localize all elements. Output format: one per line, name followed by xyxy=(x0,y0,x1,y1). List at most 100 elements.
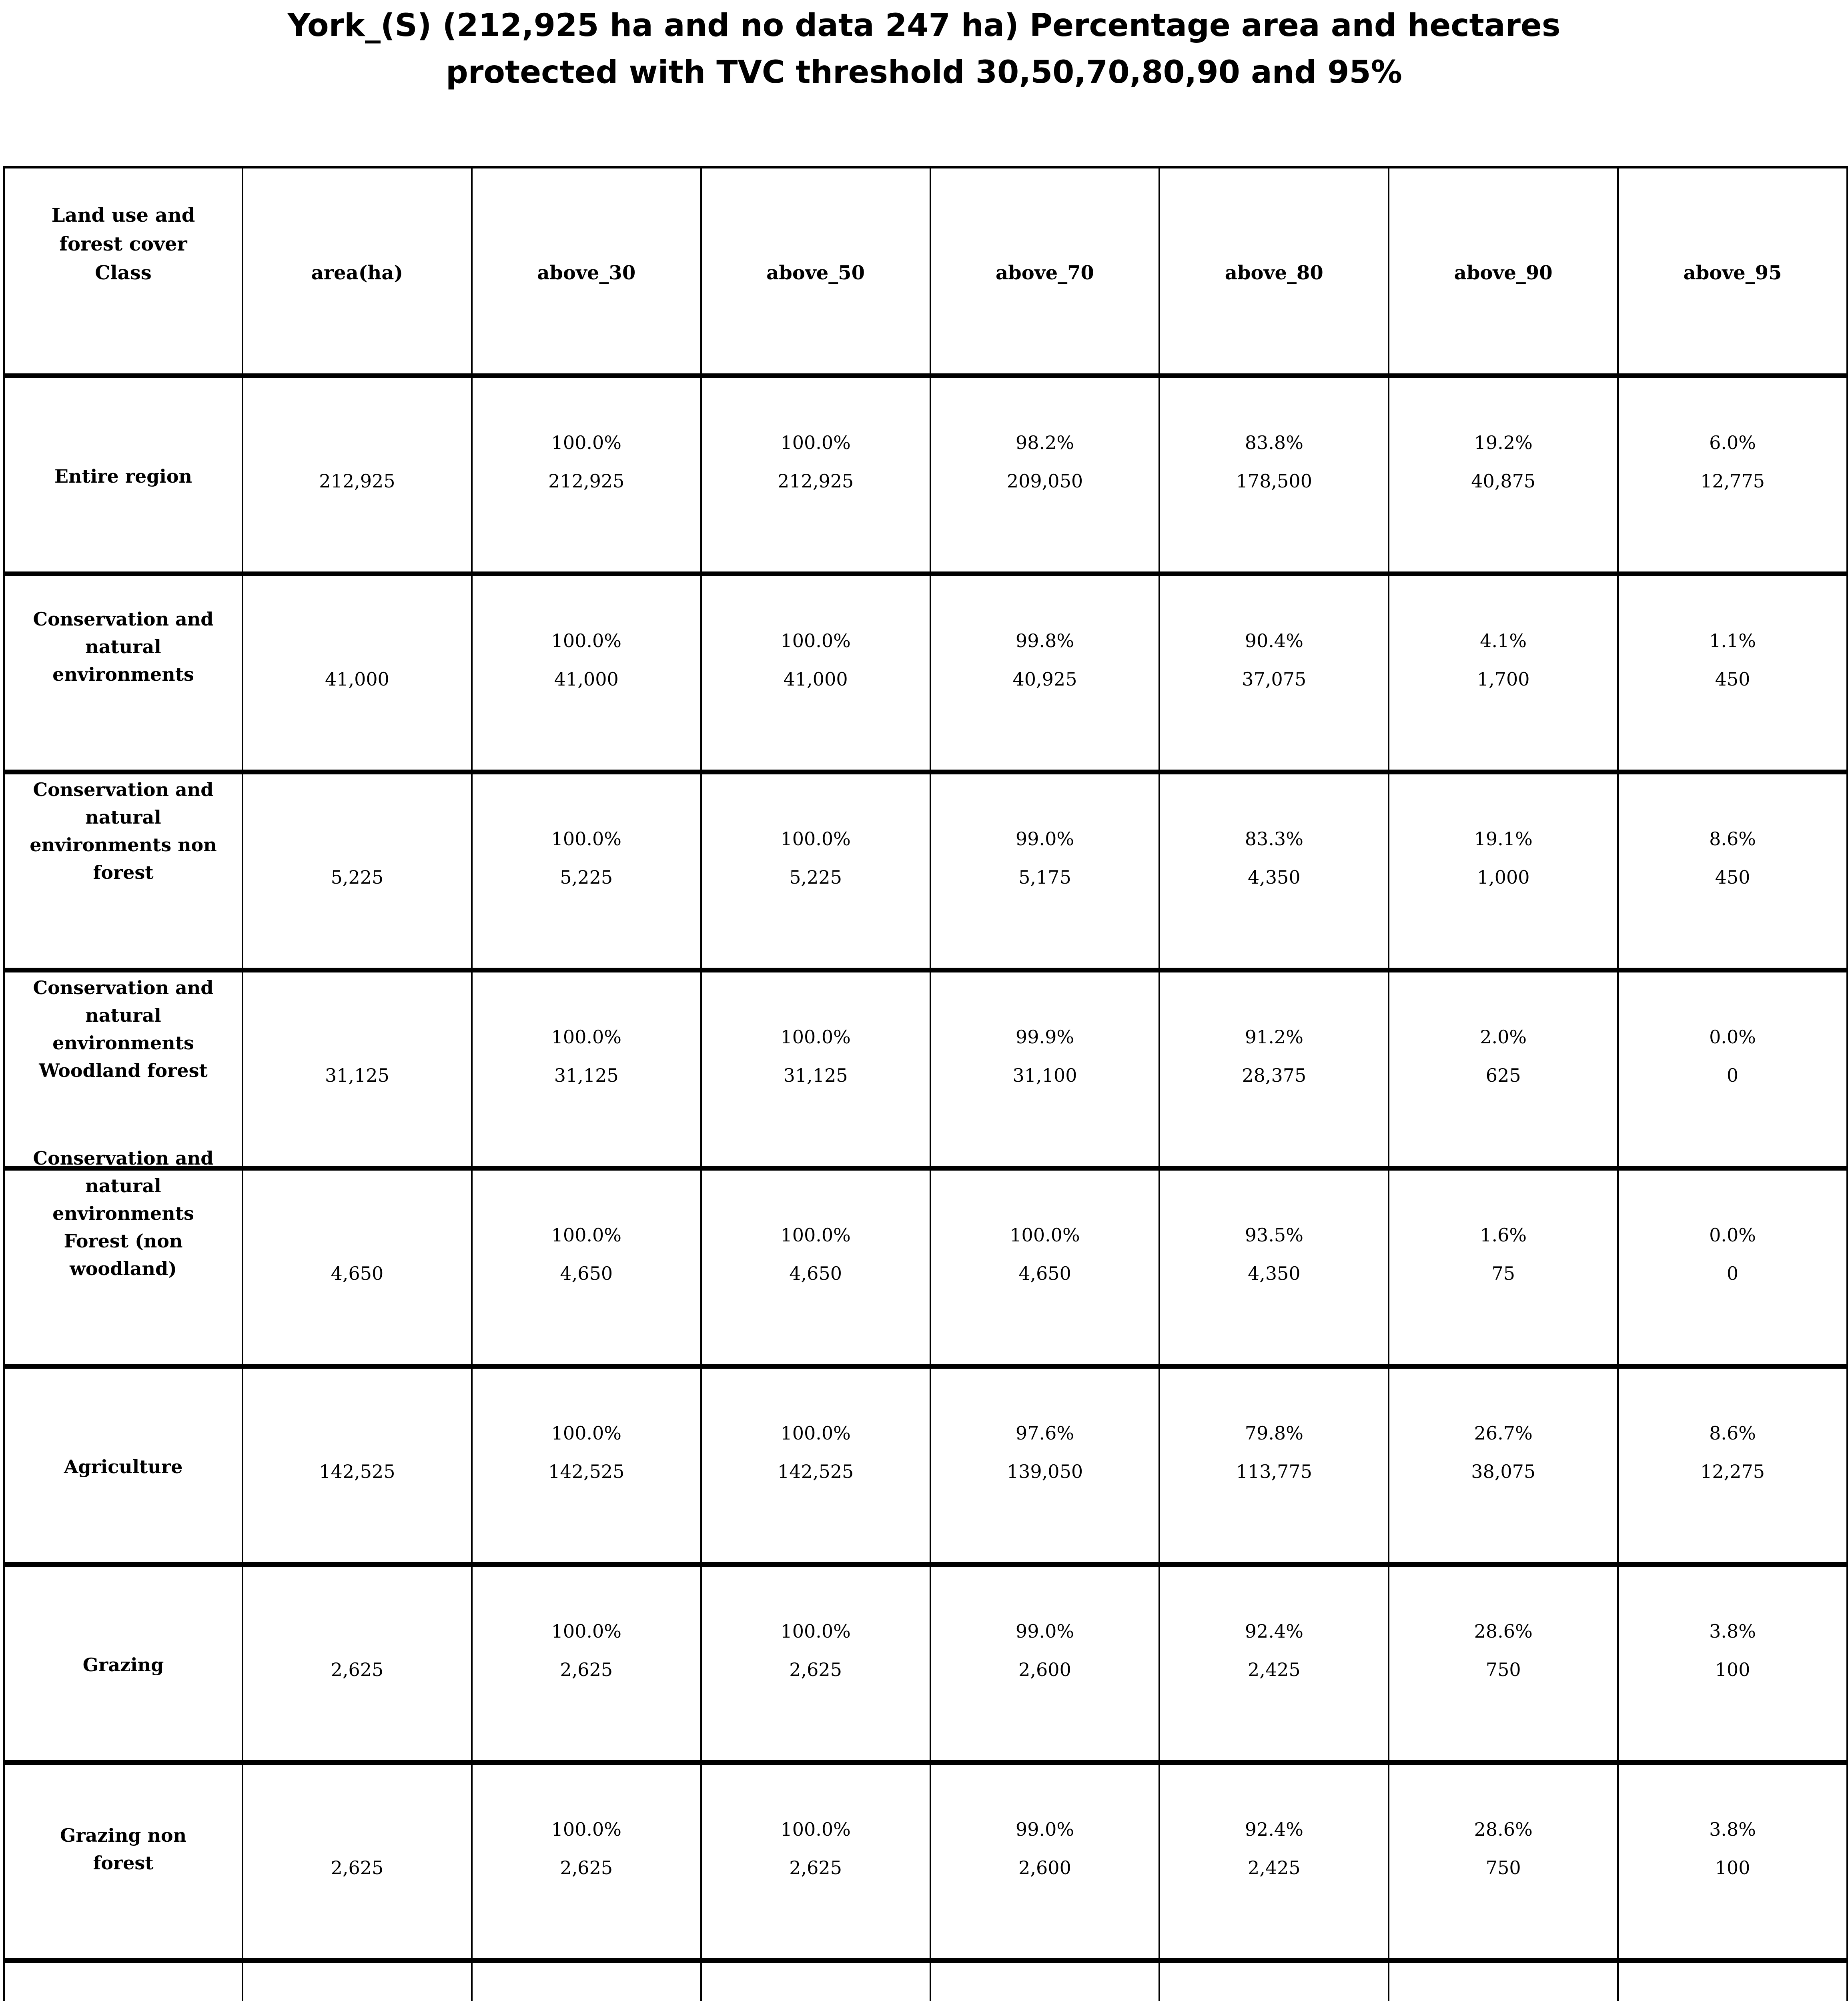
data-cell: 100.0% 4,650 xyxy=(929,1171,1159,1364)
percent-value: 99.0% xyxy=(1015,1620,1074,1642)
hectare-value: 38,075 xyxy=(1471,1461,1536,1483)
percent-value: 100.0% xyxy=(551,1026,621,1048)
percent-value: 28.6% xyxy=(1474,1819,1533,1841)
data-cell: 92.4% 2,425 xyxy=(1159,1567,1388,1760)
percent-value: 100.0% xyxy=(551,1819,621,1841)
hectare-value: 31,125 xyxy=(554,1065,619,1087)
data-cell: 8.7%12,175 xyxy=(1617,1963,1846,2001)
hectare-value: 40,925 xyxy=(1012,668,1077,690)
hectare-value: 139,050 xyxy=(1006,1461,1083,1483)
hectare-value: 100 xyxy=(1715,1659,1750,1681)
row-area-value: 4,650 xyxy=(331,1263,384,1285)
percent-value: 100.0% xyxy=(780,432,851,454)
hectare-value: 113,775 xyxy=(1236,1461,1312,1483)
percent-value: 90.4% xyxy=(1245,630,1303,652)
percent-value: 6.0% xyxy=(1709,432,1756,454)
percent-value: 100.0% xyxy=(551,432,621,454)
percent-value: 98.2% xyxy=(1015,432,1074,454)
data-cell: 100.0%139,900 xyxy=(700,1963,930,2001)
data-cell: 3.8% 100 xyxy=(1617,1765,1846,1958)
page-title-line2: protected with TVC threshold 30,50,70,80… xyxy=(446,54,1402,90)
hectare-value: 5,225 xyxy=(789,866,842,888)
percent-value: 79.8% xyxy=(1245,1422,1303,1444)
data-cell: 92.4% 2,425 xyxy=(1159,1765,1388,1958)
hectare-value: 2,625 xyxy=(560,1659,613,1681)
table-row: Conservation and natural environments Fo… xyxy=(5,1147,1846,1364)
hectare-value: 75 xyxy=(1491,1263,1515,1285)
data-cell: 100.0% 41,000 xyxy=(471,576,700,770)
table-row: Conservation and natural environments no… xyxy=(5,770,1846,968)
hectare-value: 4,650 xyxy=(1018,1263,1071,1285)
percent-value: 83.3% xyxy=(1245,828,1303,850)
percent-value: 100.0% xyxy=(551,1224,621,1246)
hectare-value: 28,375 xyxy=(1242,1065,1307,1087)
data-cell: 98.2% 209,050 xyxy=(929,378,1159,571)
data-cell: 90.4% 37,075 xyxy=(1159,576,1388,770)
data-cell: 93.5% 4,350 xyxy=(1159,1171,1388,1364)
percent-value: 100.0% xyxy=(1010,1224,1080,1246)
row-area-value: 142,525 xyxy=(319,1461,395,1483)
hectare-value: 37,075 xyxy=(1242,668,1307,690)
data-cell: 8.6% 12,275 xyxy=(1617,1369,1846,1562)
data-cell: 83.3% 4,350 xyxy=(1159,774,1388,968)
data-cell: 99.8% 40,925 xyxy=(929,576,1159,770)
percent-value: 99.8% xyxy=(1015,630,1074,652)
data-cell: 100.0% 2,625 xyxy=(471,1567,700,1760)
data-cell: 83.8% 178,500 xyxy=(1159,378,1388,571)
hectare-value: 209,050 xyxy=(1006,470,1083,492)
percent-value: 100.0% xyxy=(780,1026,851,1048)
data-cell: 19.1% 1,000 xyxy=(1388,774,1617,968)
hectare-value: 4,350 xyxy=(1248,1263,1301,1285)
col-header-above30: above_30 xyxy=(537,261,636,284)
data-cell: 100.0% 142,525 xyxy=(471,1369,700,1562)
data-cell: 97.5%136,450 xyxy=(929,1963,1159,2001)
hectare-value: 450 xyxy=(1715,668,1750,690)
data-cell: 100.0% 142,525 xyxy=(700,1369,930,1562)
data-cell: 8.6% 450 xyxy=(1617,774,1846,968)
percent-value: 100.0% xyxy=(780,828,851,850)
data-cell: 79.6%111,350 xyxy=(1159,1963,1388,2001)
data-cell: 4.1% 1,700 xyxy=(1388,576,1617,770)
col-header-above90: above_90 xyxy=(1454,261,1553,284)
percent-value: 100.0% xyxy=(780,630,851,652)
col-header-class: Land use and forest cover Class xyxy=(51,204,195,284)
data-cell: 79.8% 113,775 xyxy=(1159,1369,1388,1562)
hectare-value: 4,650 xyxy=(560,1263,613,1285)
hectare-value: 2,600 xyxy=(1018,1857,1071,1879)
percent-value: 100.0% xyxy=(780,1819,851,1841)
percent-value: 19.2% xyxy=(1474,432,1533,454)
hectare-value: 12,275 xyxy=(1700,1461,1765,1483)
hectare-value: 12,775 xyxy=(1700,470,1765,492)
table-row: Entire region 212,925 100.0% 212,925 100.… xyxy=(5,373,1846,571)
percent-value: 1.1% xyxy=(1709,630,1756,652)
row-area-value: 212,925 xyxy=(319,470,395,492)
hectare-value: 40,875 xyxy=(1471,470,1536,492)
hectare-value: 4,350 xyxy=(1248,866,1301,888)
hectare-value: 178,500 xyxy=(1236,470,1312,492)
hectare-value: 0 xyxy=(1726,1065,1739,1087)
row-label: Conservation and natural environments Wo… xyxy=(33,977,214,1082)
row-label: Agriculture xyxy=(64,1456,183,1478)
data-cell: 6.0% 12,775 xyxy=(1617,378,1846,571)
data-cell: 100.0% 2,625 xyxy=(700,1765,930,1958)
percent-value: 8.6% xyxy=(1709,828,1756,850)
row-area-value: 5,225 xyxy=(331,866,384,888)
percent-value: 0.0% xyxy=(1709,1026,1756,1048)
col-header-above95: above_95 xyxy=(1683,261,1782,284)
data-cell: 26.7%37,325 xyxy=(1388,1963,1617,2001)
percent-value: 99.0% xyxy=(1015,1819,1074,1841)
data-cell: 91.2% 28,375 xyxy=(1159,972,1388,1166)
data-cell: 99.9% 31,100 xyxy=(929,972,1159,1166)
table-row: Conservation and natural environments Wo… xyxy=(5,968,1846,1166)
data-cell: 19.2% 40,875 xyxy=(1388,378,1617,571)
row-label: Conservation and natural environments xyxy=(33,608,214,686)
hectare-value: 2,625 xyxy=(789,1659,842,1681)
row-area-value: 2,625 xyxy=(331,1659,384,1681)
data-cell: 100.0% 4,650 xyxy=(471,1171,700,1364)
data-cell: 0.0% 0 xyxy=(1617,972,1846,1166)
hectare-value: 2,625 xyxy=(789,1857,842,1879)
hectare-value: 5,175 xyxy=(1018,866,1071,888)
percent-value: 4.1% xyxy=(1480,630,1527,652)
data-cell: 28.6% 750 xyxy=(1388,1567,1617,1760)
row-area-value: 2,625 xyxy=(331,1857,384,1879)
